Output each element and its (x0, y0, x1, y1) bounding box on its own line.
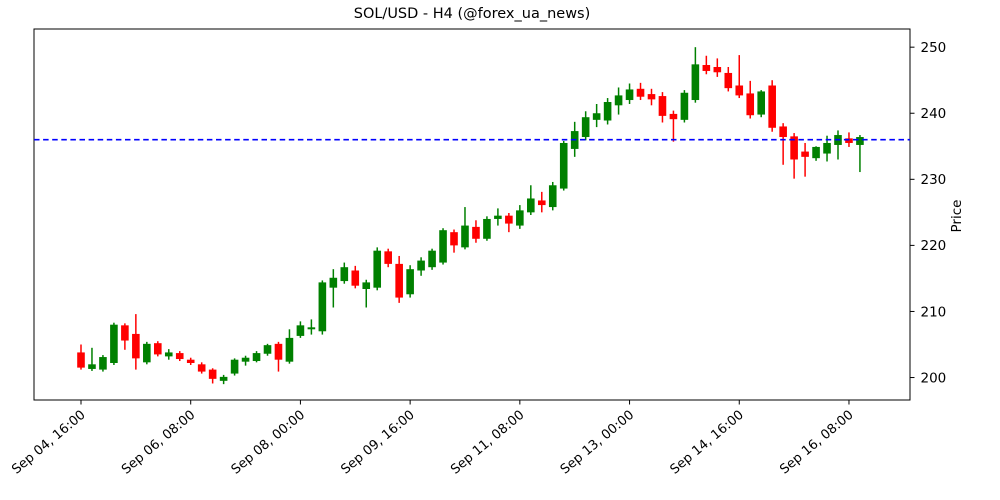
candle-body-down (779, 126, 787, 138)
candle-body-down (713, 66, 722, 73)
candle-body-up (516, 210, 524, 226)
candle-body-up (625, 89, 634, 101)
candle-body-up (559, 142, 568, 189)
candle-body-down (647, 94, 656, 100)
y-axis-label: Price (949, 199, 965, 233)
candle-body-down (208, 369, 217, 379)
candle-body-up (110, 324, 118, 363)
candle-body-down (472, 226, 480, 239)
candle-body-down (735, 85, 744, 96)
candle-body-down (274, 343, 283, 360)
candle-body-up (823, 142, 831, 154)
y-tick-label: 210 (921, 304, 947, 320)
candle-body-down (790, 136, 798, 160)
candle-body-down (175, 353, 184, 360)
candle-body-down (636, 88, 645, 97)
candle-body-up (329, 277, 338, 288)
candle-body-down (351, 270, 360, 286)
candle-body-down (724, 72, 733, 89)
candle-body-up (757, 91, 766, 115)
x-tick-label: Sep 08, 00:00 (229, 408, 308, 478)
candle-body-down (77, 352, 85, 368)
candle-body-up (548, 185, 557, 208)
x-tick-label: Sep 09, 16:00 (338, 408, 417, 478)
x-tick-label: Sep 14, 16:00 (668, 408, 747, 478)
candle-body-down (658, 96, 667, 116)
candle-body-up (252, 353, 261, 362)
candle-body-up (603, 102, 612, 121)
candle-body-up (428, 250, 436, 268)
y-tick-label: 250 (921, 40, 947, 56)
candle-body-up (88, 364, 96, 369)
candle-body-up (340, 267, 349, 282)
candle-body-up (614, 95, 623, 106)
x-tick-label: Sep 13, 00:00 (558, 408, 637, 478)
candle-body-down (669, 113, 678, 120)
candle-body-down (197, 364, 206, 372)
candle-body-up (307, 327, 316, 330)
y-tick-label: 230 (921, 172, 947, 188)
candle-body-down (186, 359, 195, 363)
candle-body-up (680, 92, 689, 120)
candle-body-down (746, 93, 755, 116)
candle-body-up (461, 225, 469, 248)
candle-body-up (439, 230, 447, 263)
candle-body-up (691, 64, 700, 101)
candle-body-down (801, 151, 809, 157)
x-tick-label: Sep 04, 16:00 (9, 408, 88, 478)
y-tick-label: 200 (921, 370, 947, 386)
candle-body-up (406, 269, 414, 295)
candle-body-up (164, 352, 173, 357)
candle-body-up (143, 343, 151, 363)
candle-body-up (417, 260, 425, 271)
candle-body-down (702, 65, 711, 71)
candle-body-down (132, 333, 140, 359)
candle-body-down (153, 343, 162, 355)
candle-body-up (318, 282, 327, 332)
candle-body-up (527, 198, 535, 213)
candle-body-up (494, 215, 502, 219)
candle-body-up (230, 359, 239, 374)
x-tick-label: Sep 11, 08:00 (448, 408, 527, 478)
candle-body-down (537, 200, 546, 206)
candle-body-up (241, 357, 250, 362)
candle-body-up (856, 137, 864, 145)
candle-body-up (296, 325, 305, 336)
chart-title: SOL/USD - H4 (@forex_ua_news) (353, 6, 591, 22)
candle-body-up (581, 117, 590, 138)
candle-body-down (121, 325, 129, 341)
candle-body-down (450, 232, 458, 246)
candle-body-up (592, 113, 601, 120)
candle-body-up (219, 376, 228, 381)
y-tick-label: 220 (921, 238, 947, 254)
axes-frame (33, 28, 911, 401)
candle-body-down (384, 251, 392, 264)
candle-body-up (483, 218, 491, 239)
candle-body-down (768, 85, 776, 128)
candle-body-up (812, 146, 820, 159)
y-tick-label: 240 (921, 106, 947, 122)
candle-body-up (362, 282, 371, 289)
candle-body-up (373, 250, 382, 288)
candle-body-down (505, 215, 513, 224)
x-tick-label: Sep 16, 08:00 (777, 408, 856, 478)
x-tick-label: Sep 06, 08:00 (119, 408, 198, 478)
candle-body-down (395, 263, 403, 298)
candle-body-up (263, 345, 272, 354)
candle-body-up (285, 337, 294, 362)
candle-body-down (845, 138, 853, 143)
candle-body-up (99, 357, 107, 370)
